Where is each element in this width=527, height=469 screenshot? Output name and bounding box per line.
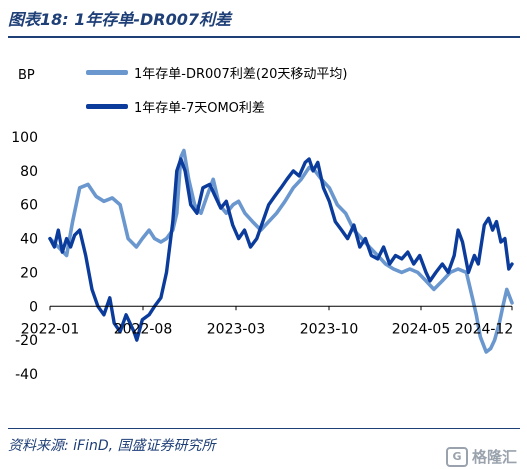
y-tick-label: 80	[20, 164, 38, 180]
source-rule	[8, 428, 520, 429]
y-tick-label: -20	[15, 333, 38, 349]
x-tick-label: 2024-05	[392, 321, 451, 337]
figure-title: 图表18: 1年存单-DR007利差	[8, 10, 232, 29]
x-tick-label: 2022-01	[21, 321, 80, 337]
y-tick-label: 60	[20, 198, 38, 214]
y-axis: 100 80 60 40 20 0 -20 -40	[11, 130, 38, 383]
y-tick-label: 20	[20, 265, 38, 281]
legend-swatch-series-2	[86, 103, 128, 109]
y-tick-label: 100	[11, 130, 38, 146]
legend-label-series-1: 1年存单-DR007利差(20天移动平均)	[134, 66, 348, 82]
watermark-text: 格隆汇	[471, 448, 517, 466]
source-note: 资料来源: iFinD, 国盛证券研究所	[8, 438, 216, 454]
y-unit-label: BP	[18, 68, 35, 83]
series-line-1	[48, 148, 514, 354]
watermark: G 格隆汇	[445, 446, 517, 467]
watermark-logo-icon: G	[445, 446, 468, 467]
series-line-2	[48, 157, 514, 342]
y-tick-label: 40	[20, 232, 38, 248]
x-axis: 2022-01 2022-08 2023-03 2023-10 2024-05 2024-…	[21, 305, 514, 337]
legend-label-series-2: 1年存单-7天OMO利差	[134, 100, 265, 116]
x-tick-label: 2023-03	[207, 321, 266, 337]
legend-item-series-1: 1年存单-DR007利差(20天移动平均)	[86, 62, 348, 82]
title-rule	[8, 36, 520, 38]
x-tick-label: 2023-10	[300, 321, 359, 337]
legend-item-series-2: 1年存单-7天OMO利差	[86, 96, 265, 116]
legend-swatch-series-1	[86, 69, 128, 75]
series-lines	[48, 148, 514, 354]
x-tick-label: 2024-12	[455, 321, 514, 337]
y-tick-label: -40	[15, 367, 38, 383]
x-tick-label: 2022-08	[114, 321, 173, 337]
y-tick-label: 0	[29, 299, 38, 315]
